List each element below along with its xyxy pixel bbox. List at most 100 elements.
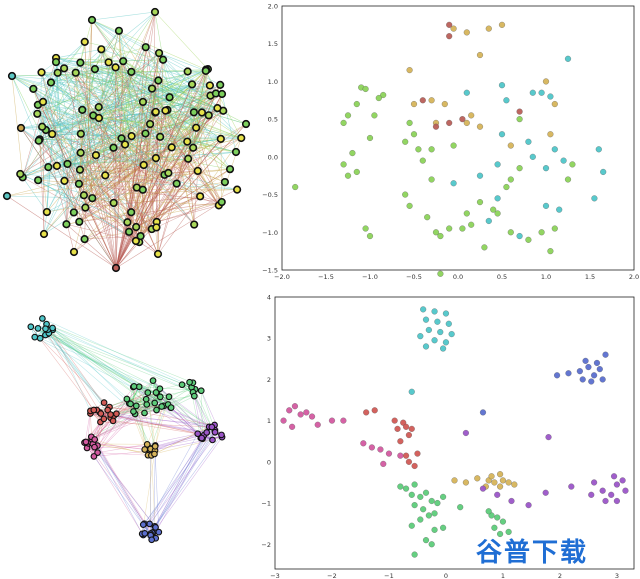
network-node xyxy=(94,113,104,123)
network-edge xyxy=(97,452,152,456)
network-node xyxy=(183,137,192,146)
scatter-point xyxy=(344,172,352,179)
scatter-point xyxy=(425,512,432,519)
network-node xyxy=(42,325,49,333)
scatter-point xyxy=(417,493,424,500)
network-edge xyxy=(20,173,238,190)
network-edge xyxy=(156,393,203,439)
network-edge xyxy=(11,75,114,148)
network-edge xyxy=(136,110,224,188)
network-node xyxy=(141,129,150,138)
scatter-point xyxy=(360,440,367,447)
network-edge xyxy=(136,405,148,445)
network-node xyxy=(218,431,225,439)
scatter-point xyxy=(564,55,572,62)
scatter-point xyxy=(525,502,532,509)
scatter-point xyxy=(292,183,299,191)
network-edge xyxy=(92,443,153,455)
network-node xyxy=(154,76,163,85)
x-tick-label: −1.0 xyxy=(362,273,378,281)
y-tick-label: −1.0 xyxy=(262,229,278,237)
network-node xyxy=(237,133,246,143)
network-node xyxy=(87,15,97,25)
scatter-point xyxy=(303,409,310,416)
scatter-point xyxy=(599,487,606,494)
scatter-point xyxy=(446,33,453,40)
network-edge xyxy=(56,49,102,59)
network-node xyxy=(62,220,71,229)
network-edge xyxy=(38,169,81,181)
network-node xyxy=(198,434,206,442)
network-edge xyxy=(11,75,49,168)
network-node xyxy=(109,198,118,208)
network-node xyxy=(75,217,84,226)
network-node xyxy=(187,80,197,89)
scatter-point xyxy=(344,112,352,119)
scatter-point xyxy=(340,161,347,168)
x-tick-label: −0.5 xyxy=(406,273,422,281)
network-node xyxy=(197,387,205,395)
network-edge xyxy=(30,326,157,393)
network-node xyxy=(211,428,219,436)
network-edge xyxy=(113,415,215,426)
scatter-point xyxy=(588,378,595,385)
network-edge xyxy=(46,323,194,393)
scatter-point xyxy=(476,123,484,130)
network-node xyxy=(152,223,161,232)
scatter-point xyxy=(596,366,603,373)
network-node xyxy=(42,207,52,217)
network-node xyxy=(69,208,78,217)
scatter-point xyxy=(576,368,583,375)
network-edge xyxy=(91,412,145,440)
network-nodes xyxy=(27,315,226,544)
network-node xyxy=(88,194,97,203)
network-node xyxy=(71,68,80,77)
network-edge xyxy=(113,147,117,269)
network-edge xyxy=(115,174,165,269)
network-edge xyxy=(136,196,201,228)
scatter-point xyxy=(434,500,441,507)
network-node xyxy=(208,423,216,431)
network-edge xyxy=(153,445,156,533)
network-node xyxy=(91,151,101,160)
network-node xyxy=(143,440,151,448)
network-edge xyxy=(200,390,203,439)
scatter-point xyxy=(542,165,550,172)
scatter-point xyxy=(391,417,398,424)
scatter-point xyxy=(602,351,609,358)
scatter-point xyxy=(463,29,470,36)
x-tick-labels: −3 −2 −1 0 1 2 3 xyxy=(270,572,619,579)
scatter-point xyxy=(340,119,347,126)
network-edge xyxy=(48,332,161,398)
network-edge xyxy=(133,402,155,412)
scatter-points xyxy=(292,21,607,277)
scatter-point xyxy=(422,316,430,323)
scatter-point xyxy=(434,318,441,325)
scatter-point xyxy=(380,91,387,99)
network-edge xyxy=(168,387,192,397)
network-edge xyxy=(147,392,156,447)
network-node xyxy=(197,108,207,117)
scatter-point xyxy=(420,306,427,313)
network-edge xyxy=(45,334,134,412)
network-edge xyxy=(37,104,85,196)
network-node xyxy=(130,383,138,390)
network-edge xyxy=(110,414,205,436)
scatter-point xyxy=(591,479,598,486)
scatter-point xyxy=(600,168,607,175)
network-node xyxy=(231,147,241,157)
network-edge xyxy=(82,109,117,269)
scatter-point xyxy=(371,112,378,119)
network-node xyxy=(109,417,117,425)
scatter-point xyxy=(397,452,404,459)
network-node xyxy=(91,443,98,451)
scatter-point xyxy=(428,541,435,548)
network-edge xyxy=(155,84,193,159)
network-edge xyxy=(85,19,93,208)
network-edge xyxy=(194,389,213,428)
network-node xyxy=(152,524,159,531)
network-edge xyxy=(169,97,199,172)
scatter-point xyxy=(588,491,595,498)
network-edge xyxy=(100,421,210,428)
network-node xyxy=(51,57,61,67)
